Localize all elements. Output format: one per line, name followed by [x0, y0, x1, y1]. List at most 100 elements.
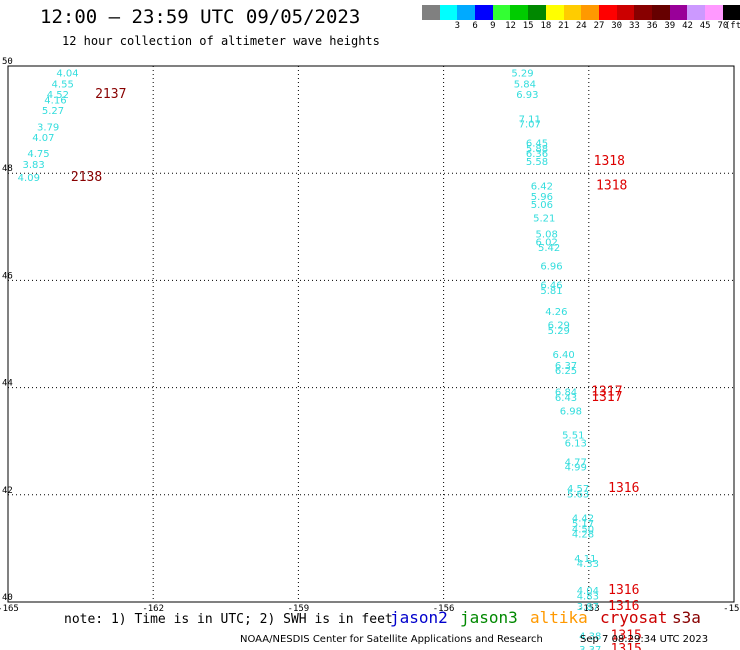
y-tick-label: 40 — [2, 593, 13, 603]
legend-swatch — [439, 5, 458, 20]
legend-label: 12 — [505, 21, 516, 31]
wave-height-value: 3.37 — [579, 645, 601, 650]
wave-height-value: 5.96 — [531, 192, 553, 203]
legend-swatch — [563, 5, 582, 20]
legend-label: 9 — [490, 21, 496, 31]
legend-swatch — [634, 5, 652, 20]
legend-swatch — [492, 5, 511, 20]
legend-label: 15 — [522, 21, 534, 31]
x-tick-label: -153 — [578, 604, 600, 614]
footer-credit: NOAA/NESDIS Center for Satellite Applica… — [240, 634, 543, 645]
wave-height-value: 4.16 — [44, 96, 66, 107]
legend-label: 6 — [472, 21, 478, 31]
wave-height-value: 7.11 — [519, 114, 541, 125]
legend-swatch — [651, 5, 670, 20]
wave-height-value: 4.57 — [567, 484, 589, 495]
pass-time-label: 1315 — [611, 629, 642, 644]
wave-height-value: 6.37 — [555, 361, 577, 372]
wave-height-value: 6.45 — [526, 138, 548, 149]
legend-label: 24 — [575, 21, 587, 31]
chart-subtitle: 12 hour collection of altimeter wave hei… — [62, 34, 380, 48]
wave-height-value: 5.29 — [548, 326, 570, 337]
wave-height-value: 4.11 — [574, 554, 596, 565]
chart-title: 12:00 – 23:59 UTC 09/05/2023 — [40, 6, 361, 28]
legend-label: 45 — [699, 21, 711, 31]
legend-swatch — [581, 5, 599, 20]
pass-time-label: 1316 — [608, 481, 639, 496]
pass-time-label: 1317 — [591, 385, 622, 400]
wave-height-value: 5.17 — [572, 519, 594, 530]
legend-label: 42 — [682, 21, 693, 31]
satellite-jason3: jason3 — [460, 608, 518, 627]
satellite-s3a: s3a — [672, 608, 701, 627]
pass-time-label: 2137 — [95, 87, 126, 102]
legend-label: 27 — [593, 21, 605, 31]
wave-height-value: 4.38 — [579, 632, 601, 643]
legend-swatch — [545, 5, 564, 20]
wave-height-value: 4.28 — [572, 530, 594, 541]
pass-time-label: 1317 — [591, 390, 622, 405]
wave-height-value: 4.09 — [18, 173, 40, 184]
wave-height-value: 6.36 — [526, 149, 548, 160]
wave-height-value: 3.79 — [37, 122, 59, 133]
wave-height-value: 6.46 — [540, 280, 562, 291]
plot-frame — [7, 65, 735, 603]
wave-height-value: 6.84 — [555, 388, 577, 399]
wave-height-value: 6.93 — [516, 90, 538, 101]
note-text: note: 1) Time is in UTC; 2) SWH is in fe… — [64, 612, 393, 627]
wave-height-value: 4.04 — [56, 69, 78, 80]
pass-time-label: 1316 — [608, 599, 639, 614]
x-tick-label: -150 — [723, 604, 740, 614]
wave-height-value: 6.96 — [540, 262, 562, 273]
wave-height-value: 6.98 — [560, 406, 582, 417]
y-tick-label: 44 — [2, 379, 13, 389]
wave-height-value: 6.43 — [555, 393, 577, 404]
wave-height-value: 4.75 — [27, 149, 49, 160]
wave-height-value: 4.07 — [32, 133, 54, 144]
x-tick-label: -159 — [288, 604, 310, 614]
wave-height-value: 6.13 — [565, 439, 587, 450]
wave-height-value: 4.55 — [52, 79, 74, 90]
legend-color-bar — [422, 5, 740, 20]
legend-label: 30 — [611, 21, 623, 31]
wave-height-value: 4.52 — [47, 90, 69, 101]
x-tick-label: -162 — [142, 604, 164, 614]
wave-height-value: 4.83 — [577, 591, 599, 602]
pass-time-label: 1318 — [596, 178, 627, 193]
y-tick-label: 46 — [2, 271, 13, 281]
legend-swatch — [422, 5, 440, 20]
wave-height-value: 4.33 — [577, 559, 599, 570]
legend-label: 3 — [454, 21, 461, 31]
wave-height-value: 6.02 — [536, 238, 558, 249]
legend-label: 70 — [717, 21, 729, 31]
wave-height-value: 5.29 — [511, 69, 533, 80]
wave-height-value: 5.21 — [533, 213, 555, 224]
satellite-cryosat: cryosat — [600, 608, 668, 627]
pass-time-label: 1315 — [611, 642, 642, 650]
legend-swatch — [687, 5, 705, 20]
wave-height-value: 4.04 — [577, 586, 599, 597]
legend-label: 18 — [540, 21, 552, 31]
wave-height-value: 5.27 — [42, 106, 64, 117]
wave-height-value: 4.42 — [572, 514, 594, 525]
legend-swatch — [705, 5, 723, 20]
legend-swatch — [457, 5, 476, 20]
legend-swatch — [669, 5, 688, 20]
legend-swatch — [510, 5, 529, 20]
wave-height-value: 6.29 — [548, 321, 570, 332]
legend-swatch — [528, 5, 546, 20]
wave-height-value: 6.25 — [555, 366, 577, 377]
wave-height-value: 7.07 — [519, 120, 541, 131]
pass-time-label: 1318 — [594, 154, 625, 169]
wave-height-value: 5.42 — [538, 243, 560, 254]
wave-height-value: 5.84 — [514, 79, 536, 90]
wave-height-value: 5.08 — [536, 230, 558, 241]
wave-height-value: 4.99 — [565, 463, 587, 474]
legend-swatch — [598, 5, 617, 20]
y-tick-label: 50 — [2, 57, 13, 67]
wave-height-value: 5.58 — [526, 157, 548, 168]
legend-swatch — [616, 5, 635, 20]
wave-height-value: 3.83 — [23, 160, 45, 171]
x-tick-label: -156 — [433, 604, 455, 614]
